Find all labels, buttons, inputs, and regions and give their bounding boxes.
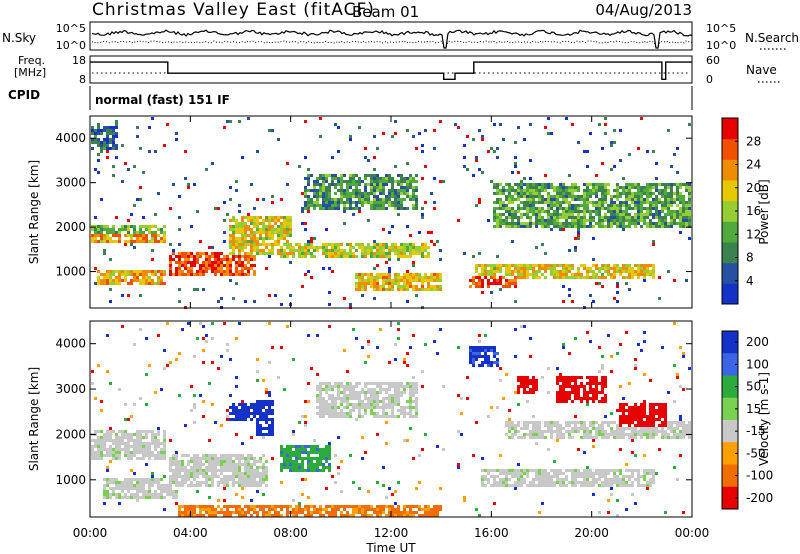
power-ylabel: Slant Range [km] bbox=[27, 160, 41, 264]
noise-sky-trace bbox=[91, 29, 693, 49]
power-colorbar: 4 8 12 16 20 24 28 bbox=[721, 117, 761, 305]
colorbar-tick-label: -200 bbox=[746, 491, 773, 505]
cpid-value: normal (fast) 151 IF bbox=[95, 93, 230, 107]
colorbar-tick-label: 15 bbox=[746, 402, 761, 416]
y-tick-label: 3000 bbox=[55, 382, 86, 396]
velocity-ylabel: Slant Range [km] bbox=[27, 367, 41, 471]
noise-left-label: N.Sky bbox=[2, 31, 36, 45]
power-panel: 1000 2000 3000 4000 Slant Range [km] 4 8 12 16… bbox=[27, 115, 771, 309]
noise-traces bbox=[91, 29, 693, 49]
velocity-data bbox=[91, 322, 691, 517]
colorbar-frame bbox=[721, 330, 739, 510]
noise-right-label: N.Search bbox=[745, 31, 799, 45]
colorbar-swatch bbox=[722, 464, 738, 488]
x-axis-tick-labels: 00:00 04:00 08:00 12:00 16:00 20:00 00:00 bbox=[73, 526, 710, 540]
colorbar-swatch bbox=[722, 200, 738, 222]
y-tick-label: 2000 bbox=[55, 427, 86, 441]
power-colorbar-label: Power [dB] bbox=[757, 179, 771, 244]
colorbar-tick-label: 12 bbox=[746, 227, 761, 241]
colorbar-tick-label: 16 bbox=[746, 204, 761, 218]
colorbar-swatch bbox=[722, 138, 738, 160]
freq-left-tick-top: 18 bbox=[72, 54, 86, 67]
x-tick-label: 20:00 bbox=[574, 526, 609, 540]
colorbar-swatch bbox=[722, 283, 738, 305]
colorbar-tick-label: 20 bbox=[746, 181, 761, 195]
power-axes: 1000 2000 3000 4000 bbox=[55, 116, 693, 308]
colorbar-swatch bbox=[722, 180, 738, 202]
colorbar-tick-label: 28 bbox=[746, 134, 761, 148]
colorbar-tick-label: 50 bbox=[746, 380, 761, 394]
noise-left-tick-top: 10^5 bbox=[56, 22, 86, 35]
colorbar-swatch bbox=[722, 442, 738, 465]
noise-search-trace bbox=[91, 40, 693, 49]
x-tick-label: 08:00 bbox=[273, 526, 308, 540]
colorbar-swatch bbox=[722, 397, 738, 421]
colorbar-swatch bbox=[722, 331, 738, 354]
colorbar-tick-label: 200 bbox=[746, 335, 769, 349]
freq-left-label-2: [MHz] bbox=[14, 66, 46, 79]
colorbar-swatch bbox=[722, 420, 738, 443]
colorbar-swatch bbox=[722, 159, 738, 181]
colorbar-tick-label: 8 bbox=[746, 251, 754, 265]
noise-left-tick-bottom: 10^0 bbox=[56, 39, 86, 52]
freq-right-tick-top: 60 bbox=[706, 54, 720, 67]
velocity-axes: 1000 2000 3000 4000 bbox=[55, 321, 693, 517]
velocity-panel: 1000 2000 3000 4000 Slant Range [km] 200 100… bbox=[27, 320, 773, 518]
figure-title: Christmas Valley East (fitACF) bbox=[92, 0, 375, 20]
colorbar-swatch bbox=[722, 118, 738, 140]
y-tick-label: 1000 bbox=[55, 473, 86, 487]
power-data bbox=[91, 117, 691, 309]
y-tick-label: 3000 bbox=[55, 176, 86, 190]
colorbar-swatch bbox=[722, 242, 738, 264]
y-tick-label: 1000 bbox=[55, 265, 86, 279]
colorbar-tick-label: 24 bbox=[746, 158, 761, 172]
colorbar-swatch bbox=[722, 353, 738, 376]
y-tick-label: 2000 bbox=[55, 220, 86, 234]
velocity-colorbar-label: Velocity [m s-1] bbox=[757, 372, 771, 466]
colorbar-swatch bbox=[722, 486, 738, 510]
y-tick-label: 4000 bbox=[55, 131, 86, 145]
cpid-label: CPID bbox=[8, 88, 40, 102]
colorbar-tick-label: 4 bbox=[746, 274, 754, 288]
y-tick-label: 4000 bbox=[55, 337, 86, 351]
colorbar-swatch bbox=[722, 262, 738, 284]
noise-right-tick-bottom: 10^0 bbox=[706, 39, 736, 52]
freq-left-tick-bottom: 8 bbox=[79, 73, 86, 86]
colorbar-tick-label: -50 bbox=[746, 446, 766, 460]
colorbar-tick-label: -15 bbox=[746, 424, 766, 438]
colorbar-tick-label: 100 bbox=[746, 357, 769, 371]
colorbar-swatch bbox=[722, 221, 738, 243]
freq-right-label: Nave bbox=[746, 63, 777, 77]
frequency-trace bbox=[90, 61, 692, 80]
colorbar-tick-label: -100 bbox=[746, 469, 773, 483]
x-tick-label: 00:00 bbox=[73, 526, 108, 540]
velocity-colorbar: 200 100 50 15 -15 -50 -100 -200 bbox=[721, 330, 773, 510]
colorbar-swatch bbox=[722, 375, 738, 399]
x-tick-label: 04:00 bbox=[173, 526, 208, 540]
freq-right-tick-bottom: 0 bbox=[706, 73, 713, 86]
noise-panel: N.Sky 10^5 10^0 10^5 10^0 N.Search bbox=[2, 21, 799, 52]
x-tick-label: 16:00 bbox=[474, 526, 509, 540]
beam-label: Beam 01 bbox=[352, 3, 419, 21]
frequency-panel: Freq. [MHz] 18 8 60 0 Nave bbox=[14, 54, 782, 86]
x-tick-label: 12:00 bbox=[374, 526, 409, 540]
freq-left-label-1: Freq. bbox=[18, 54, 45, 67]
date-label: 04/Aug/2013 bbox=[595, 1, 692, 19]
x-axis-label: Time UT bbox=[365, 541, 416, 554]
x-tick-label: 00:00 bbox=[675, 526, 710, 540]
noise-right-tick-top: 10^5 bbox=[706, 22, 736, 35]
